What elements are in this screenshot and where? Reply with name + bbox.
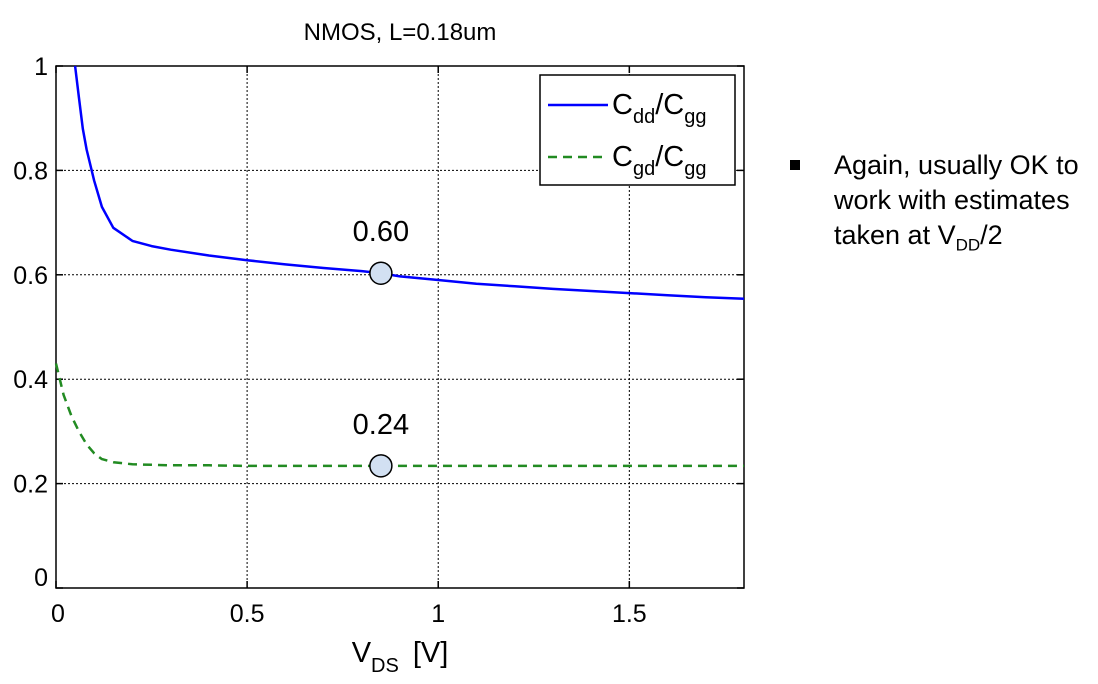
bullet-text-sub: DD xyxy=(955,235,981,255)
bullet-text: Again, usually OK to work with estimates… xyxy=(834,148,1090,257)
bullet-text-main: Again, usually OK to work with estimates… xyxy=(834,150,1079,251)
x-tick-label: 1.5 xyxy=(612,600,647,628)
y-tick-label: 1 xyxy=(34,53,48,81)
annotation-marker xyxy=(369,454,393,478)
x-axis-label-unit: [V] xyxy=(413,637,448,669)
series-layer xyxy=(54,65,745,468)
bullet-text-tail: /2 xyxy=(980,220,1003,251)
legend-box xyxy=(539,74,736,186)
annotations: 0.60 0.24 xyxy=(353,216,409,478)
y-tick-label: 0.8 xyxy=(13,157,48,185)
y-tick-label: 0.6 xyxy=(13,262,48,290)
series-line-2 xyxy=(54,363,744,468)
y-tick-label: 0.2 xyxy=(13,471,48,499)
chart: NMOS, L=0.18um 0 0.5 1 1.5 0 0.2 0.4 0.6 0.8 1 0.… xyxy=(13,19,745,677)
bullet-square-icon xyxy=(790,160,800,170)
x-tick-label: 0.5 xyxy=(230,600,265,628)
annotation-marker xyxy=(369,261,393,285)
series-line-1 xyxy=(73,65,745,301)
axes: 0 0.5 1 1.5 0 0.2 0.4 0.6 0.8 1 xyxy=(13,53,745,628)
bullet-list: Again, usually OK to work with estimates… xyxy=(790,148,1090,257)
x-axis-label-main: V xyxy=(352,637,372,669)
annotation-label: 0.60 xyxy=(353,216,409,248)
bullet-item: Again, usually OK to work with estimates… xyxy=(790,148,1090,257)
plot-frame xyxy=(55,65,745,589)
y-tick-label: 0 xyxy=(34,564,48,592)
x-tick-label: 1 xyxy=(431,600,445,628)
annotation-label: 0.24 xyxy=(353,409,409,441)
legend: Cdd/Cgg Cgd/Cgg xyxy=(539,74,736,186)
x-axis-label: VDS [V] xyxy=(352,637,449,677)
chart-title: NMOS, L=0.18um xyxy=(304,19,497,46)
y-tick-label: 0.4 xyxy=(13,366,48,394)
legend-label-2: Cgd/Cgg xyxy=(612,141,706,180)
x-axis-label-sub: DS xyxy=(371,655,399,677)
legend-label-1: Cdd/Cgg xyxy=(612,89,706,128)
x-tick-label: 0 xyxy=(51,600,65,628)
